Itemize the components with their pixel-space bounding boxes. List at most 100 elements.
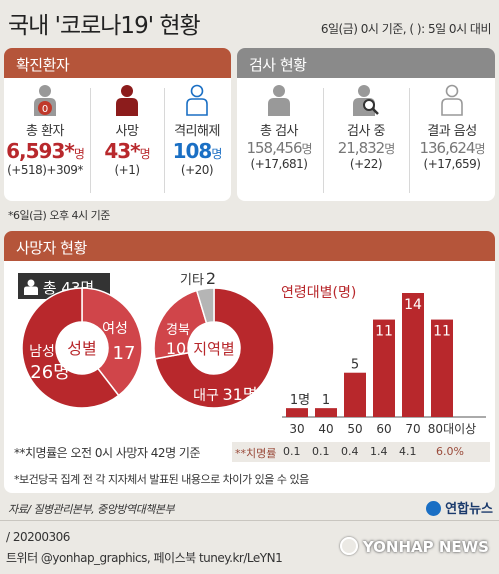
social-note: 트위터 @yonhap_graphics, 페이스북 tuney.kr/LeYN… xyxy=(6,551,283,565)
slice-label-male: 남성 xyxy=(29,344,55,360)
released-change: (+20) xyxy=(180,163,214,177)
testing-change: (+22) xyxy=(349,157,383,171)
total-patients-value: 6,593* xyxy=(6,139,75,163)
slice-label-daegu: 대구 xyxy=(193,388,219,404)
source-note: 자료/ 질병관리본부, 중앙방역대책본부 xyxy=(8,503,175,516)
slice-value-gyeongbuk: 10 xyxy=(166,339,186,358)
total-tests-unit: 명 xyxy=(301,142,312,156)
total-tests-label: 총 검사 xyxy=(259,124,299,139)
fatality-rate-label: **치명률 xyxy=(235,447,277,460)
testing-label: 검사 중 xyxy=(346,124,386,139)
patient-icon-badge: 0 xyxy=(42,104,48,115)
bar-50 xyxy=(344,372,366,417)
x-tick-label: 50 xyxy=(347,422,362,436)
bar-value-label: 1 xyxy=(322,393,330,408)
tests-header: 검사 현황 xyxy=(237,48,495,78)
fatality-rate-cell: 0.1 xyxy=(312,445,330,458)
outline-person-icon xyxy=(441,84,463,116)
slice-label-female: 여성 xyxy=(102,321,128,337)
region-chart-title: 지역별 xyxy=(193,340,234,358)
gender-chart-title: 성별 xyxy=(67,339,96,358)
page-title: 국내 '코로나19' 현황 xyxy=(8,13,201,39)
testing-unit: 명 xyxy=(384,142,395,156)
fatality-rate-cell: 4.1 xyxy=(399,445,417,458)
x-tick-label: 40 xyxy=(318,422,333,436)
fatality-note: **치명률은 오전 0시 사망자 42명 기준 xyxy=(14,446,201,460)
slice-value-male: 26명 xyxy=(30,362,69,383)
divider xyxy=(323,88,324,193)
total-patients: 0 총 환자 6,593*명 (+518)+309* xyxy=(6,84,85,177)
released-icon xyxy=(186,84,208,116)
deaths-panel: 사망자 현황 총 43명 성별 여성 17 남성 26명 지역별 경북 10 대구 31명 기타 2… xyxy=(4,231,495,493)
negative-value: 136,624 xyxy=(419,139,475,157)
released-label: 격리해제 xyxy=(174,124,220,139)
fatality-rate-cell: 6.0% xyxy=(436,445,464,458)
bar-value-label: 5 xyxy=(351,358,359,373)
confirmed-footnote: *6일(금) 오후 4시 기준 xyxy=(8,209,110,222)
watermark-text: YONHAP NEWS xyxy=(362,538,489,556)
tests-panel: 검사 현황 총 검사 158,456명 (+17,681) 검사 중 21,83… xyxy=(237,48,495,201)
deaths-label: 사망 xyxy=(115,124,139,139)
footer-divider xyxy=(0,520,499,521)
code-note: / 20200306 xyxy=(6,530,70,544)
slice-value-female: 17 xyxy=(113,343,136,364)
report-note: *보건당국 집계 전 각 지자체서 발표된 내용으로 차이가 있을 수 있음 xyxy=(14,473,309,486)
negative: 결과 음성 136,624명 (+17,659) xyxy=(409,84,495,171)
bar-70 xyxy=(402,293,424,417)
death-icon xyxy=(116,85,138,116)
negative-label: 결과 음성 xyxy=(427,124,477,139)
confirmed-panel: 확진환자 0 총 환자 6,593*명 (+518)+309* 사망 43*명 … xyxy=(4,48,231,201)
negative-change: (+17,659) xyxy=(423,157,481,171)
total-patients-unit: 명 xyxy=(73,147,85,161)
bar-80대이상 xyxy=(431,319,453,417)
brand-logo-icon xyxy=(425,501,441,516)
donut-hole xyxy=(188,322,240,374)
deaths-change: (+1) xyxy=(114,163,140,177)
x-tick-label: 80대이상 xyxy=(428,422,476,436)
x-tick-label: 30 xyxy=(289,422,304,436)
patient-icon: 0 xyxy=(34,85,56,116)
confirmed-header: 확진환자 xyxy=(4,48,231,78)
age-chart-title: 연령대별(명) xyxy=(281,285,356,301)
divider xyxy=(409,88,410,193)
donut-hole xyxy=(56,322,108,374)
divider xyxy=(90,88,91,193)
slice-value-daegu: 31명 xyxy=(222,385,257,404)
magnifier-person-icon xyxy=(353,85,379,116)
person-icon xyxy=(268,85,290,116)
slice-label-gyeongbuk: 경북 xyxy=(166,323,190,338)
testing: 검사 중 21,832명 (+22) xyxy=(324,84,408,171)
fatality-rate-row: **치명률 0.1 0.1 0.4 1.4 4.1 6.0% xyxy=(232,442,490,462)
deaths: 사망 43*명 (+1) xyxy=(92,84,162,177)
released-value: 108 xyxy=(172,139,213,163)
gender-donut-chart: 성별 여성 17 남성 26명 xyxy=(21,287,143,409)
total-tests-change: (+17,681) xyxy=(250,157,308,171)
released-unit: 명 xyxy=(211,147,222,161)
deaths-header: 사망자 현황 xyxy=(4,231,495,261)
slice-label-etc: 기타 xyxy=(180,273,204,288)
total-patients-change: (+518)+309* xyxy=(7,163,83,177)
testing-value: 21,832 xyxy=(337,139,385,157)
fatality-rate-cell: 1.4 xyxy=(370,445,388,458)
slice-value-etc: 2 xyxy=(206,269,216,288)
divider xyxy=(164,88,165,193)
fatality-rate-cell: 0.1 xyxy=(283,445,301,458)
fatality-rate-cell: 0.4 xyxy=(341,445,359,458)
bar-value-label: 11 xyxy=(375,324,393,340)
bar-60 xyxy=(373,319,395,417)
negative-unit: 명 xyxy=(474,142,485,156)
total-patients-label: 총 환자 xyxy=(25,124,65,139)
basis-note: 6일(금) 0시 기준, ( ): 5일 0시 대비 xyxy=(320,22,492,36)
released: 격리해제 108명 (+20) xyxy=(165,84,229,177)
bar-value-label: 1명 xyxy=(290,393,310,408)
person-icon xyxy=(24,279,38,295)
deaths-unit: 명 xyxy=(139,147,151,161)
watermark-logo-icon xyxy=(339,537,358,555)
bar-40 xyxy=(315,408,337,417)
brand-logo-text: 연합뉴스 xyxy=(445,502,493,517)
total-tests: 총 검사 158,456명 (+17,681) xyxy=(237,84,321,171)
brand-logo: 연합뉴스 xyxy=(425,498,493,517)
bar-value-label: 14 xyxy=(404,297,422,313)
age-bar-chart: 연령대별(명) 1명 30 1 40 5 50 11 60 14 70 11 80대이상 xyxy=(281,285,486,436)
